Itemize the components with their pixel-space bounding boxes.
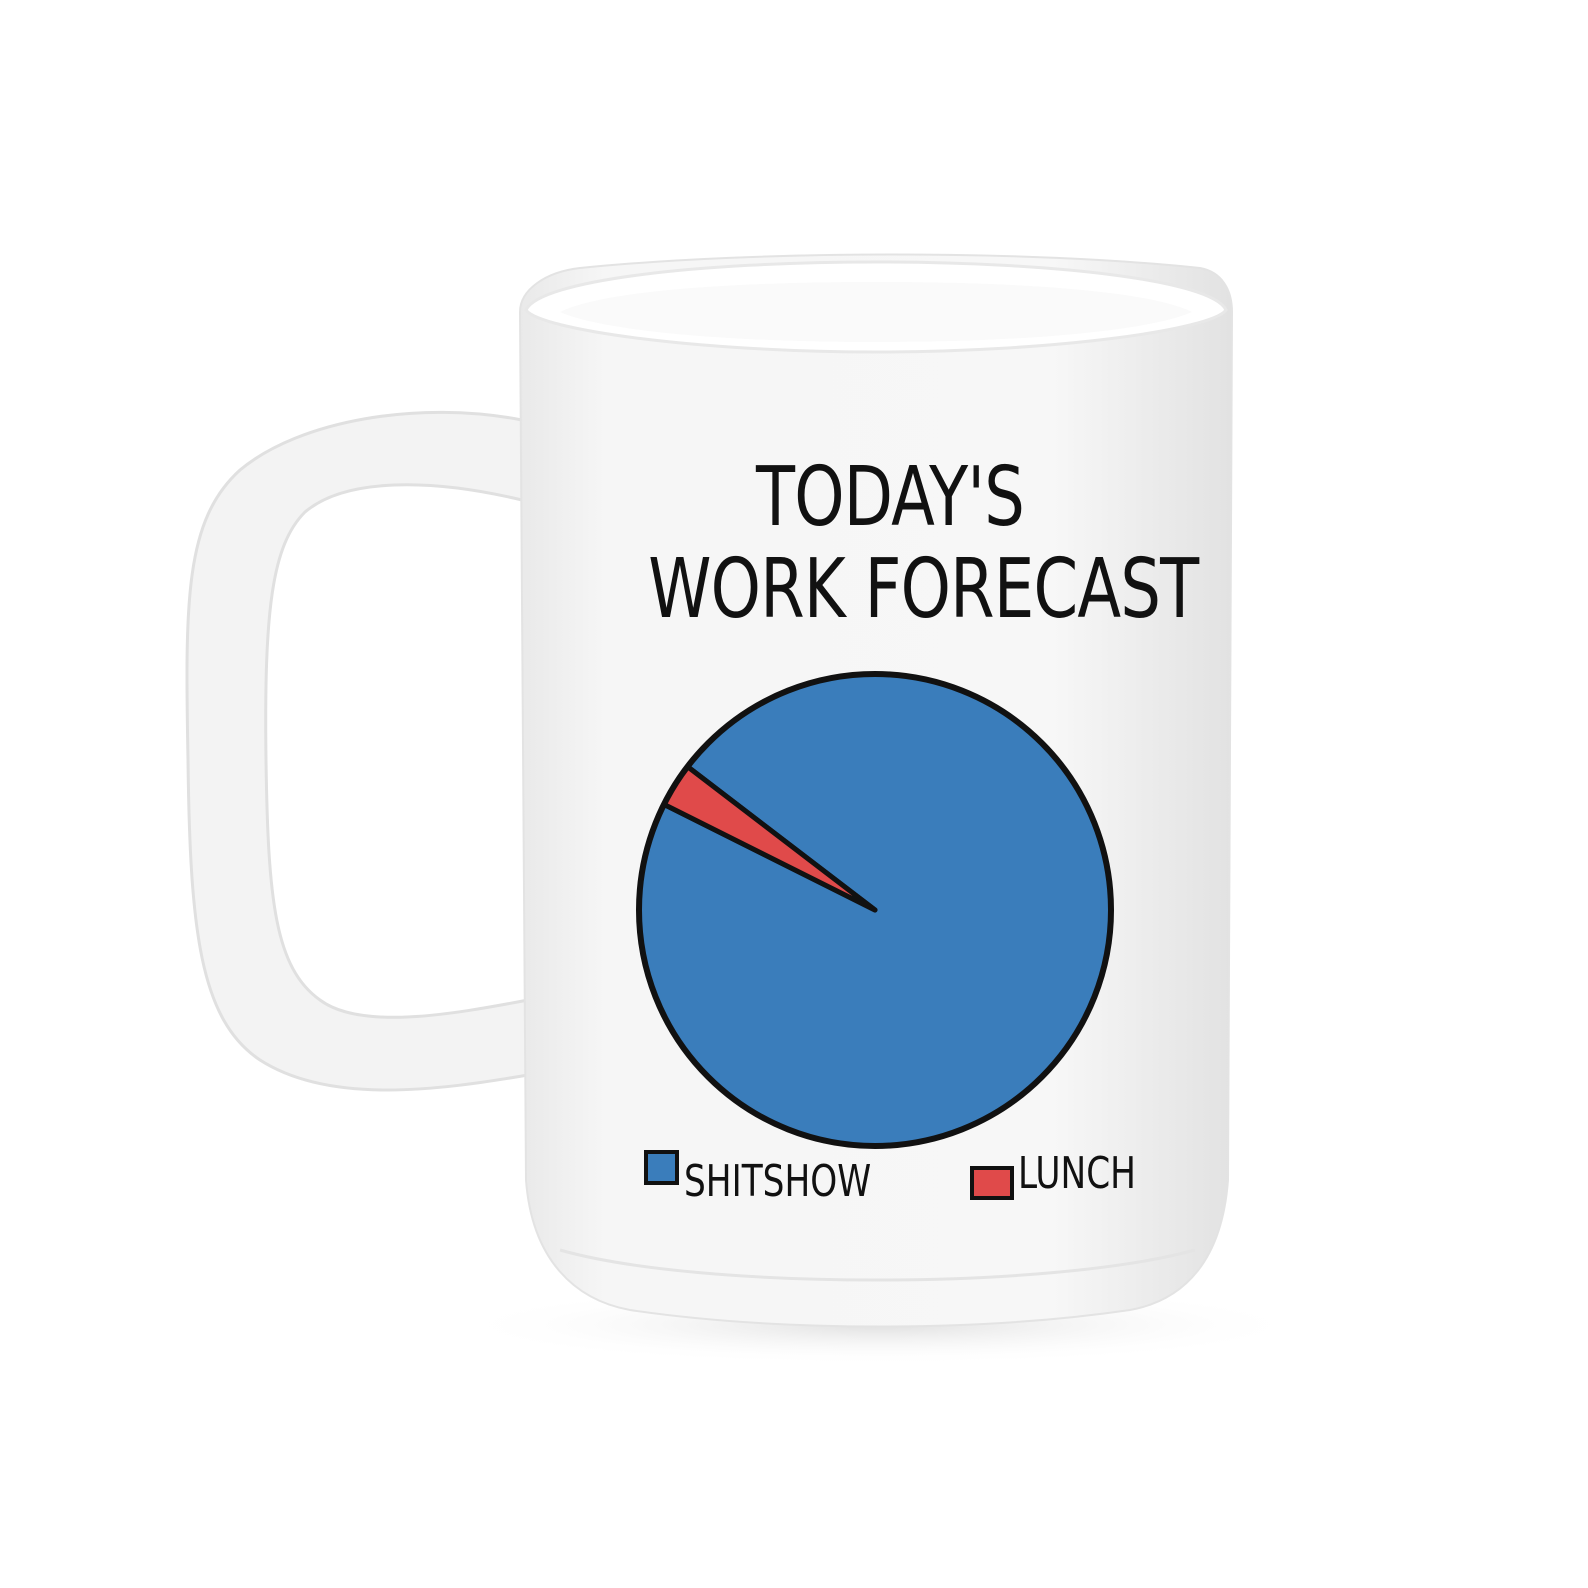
legend-label-shitshow: SHITSHOW [684,1156,872,1207]
chart-title: TODAY'S WORK FORECAST [648,450,1199,637]
legend-swatch-lunch [970,1166,1014,1200]
chart-title-line-2: WORK FORECAST [648,542,1199,637]
pie-outline [636,671,1114,1149]
chart-title-line-1: TODAY'S [755,450,1025,545]
mug-base [559,1248,1196,1282]
legend-label-lunch: LUNCH [1018,1148,1136,1199]
mug-handle [185,410,530,1092]
mug-rim-inner [560,282,1192,342]
pie-chart [636,671,1114,1149]
legend-swatch-shitshow [644,1150,679,1185]
